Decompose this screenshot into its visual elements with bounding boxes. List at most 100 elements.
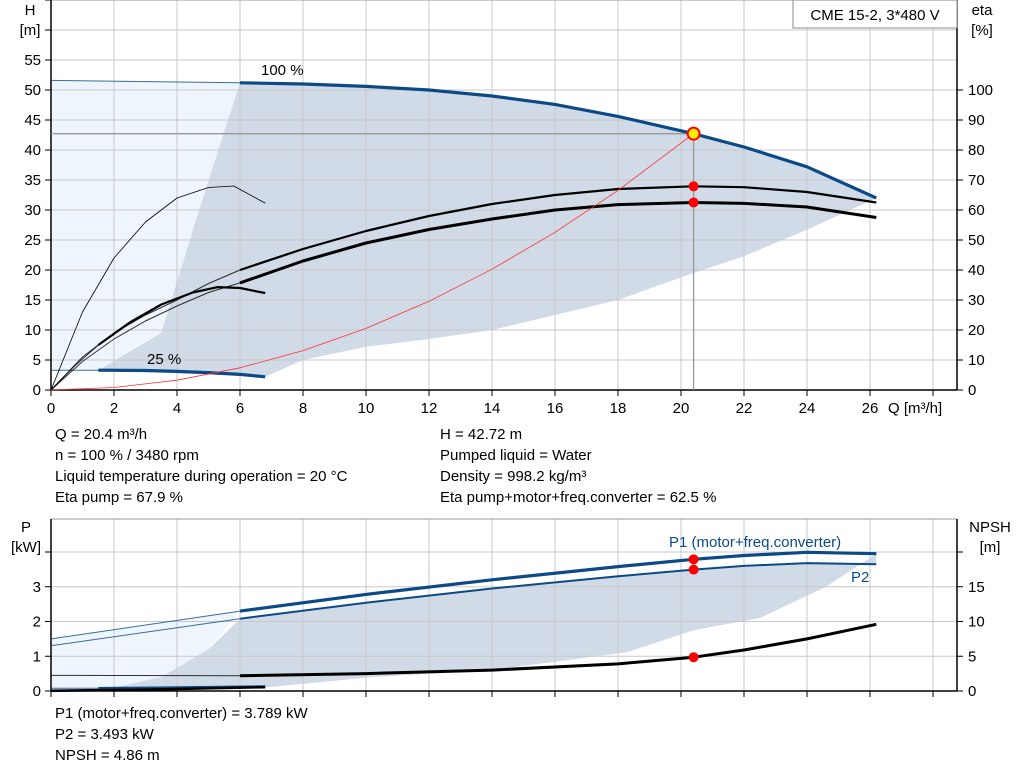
- info-temperature: Liquid temperature during operation = 20…: [55, 468, 348, 485]
- p1-curve-extension: [50, 610, 241, 640]
- x-tick-label: 0: [47, 400, 55, 417]
- y-label-p: P: [21, 519, 31, 536]
- operating-point-marker: [688, 181, 699, 192]
- y-tick-label-left: 0: [33, 683, 41, 700]
- p2-curve-extension: [50, 618, 241, 647]
- y-label-npsh-unit: [m]: [980, 539, 1001, 556]
- efficiency-curve: [239, 185, 877, 272]
- info-liquid: Pumped liquid = Water: [440, 447, 592, 464]
- y-tick-label-left: 15: [24, 292, 41, 309]
- y-tick-label-right: 15: [968, 579, 985, 596]
- y-tick-label-right: 30: [968, 292, 985, 309]
- efficiency-curve: [97, 286, 266, 346]
- x-label-q: Q [m³/h]: [888, 400, 942, 417]
- npsh-curve: [239, 622, 877, 678]
- x-tick-label: 4: [173, 400, 181, 417]
- operating-info-right: H = 42.72 m Pumped liquid = Water Densit…: [440, 424, 716, 508]
- y-tick-label-right: 100: [968, 82, 993, 99]
- efficiency-curve-extension: [50, 344, 99, 391]
- y-tick-label-right: 20: [968, 322, 985, 339]
- y-tick-label-right: 90: [968, 112, 985, 129]
- y-tick-label-right: 60: [968, 202, 985, 219]
- y-tick-label-left: 0: [33, 382, 41, 399]
- x-tick-label: 18: [610, 400, 627, 417]
- y-tick-label-right: 50: [968, 232, 985, 249]
- info-density: Density = 998.2 kg/m³: [440, 468, 587, 485]
- head-curve-extension: [50, 79, 241, 84]
- y-tick-label-left: 30: [24, 202, 41, 219]
- power-npsh-chart: 0 1 2 3 0 5 10 15: [33, 518, 985, 700]
- y-tick-label-left: 1: [33, 648, 41, 665]
- efficiency-curve-thin: [50, 185, 266, 391]
- y-tick-label-left: 5: [33, 352, 41, 369]
- operating-info-left: Q = 20.4 m³/h n = 100 % / 3480 rpm Liqui…: [55, 424, 347, 508]
- chart-title: CME 15-2, 3*480 V: [810, 7, 939, 24]
- x-tick-label: 20: [673, 400, 690, 417]
- operating-point-marker: [688, 554, 699, 565]
- operating-point-marker: [688, 197, 699, 208]
- info-head: H = 42.72 m: [440, 426, 523, 443]
- y-tick-label-left: 3: [33, 579, 41, 596]
- x-tick-label: 10: [358, 400, 375, 417]
- y-tick-label-left: 10: [24, 322, 41, 339]
- system-curve: [50, 133, 694, 391]
- y-tick-label-left: 35: [24, 172, 41, 189]
- series-label-p2: P2: [851, 569, 869, 586]
- x-tick-label: 26: [862, 400, 879, 417]
- p1-curve: [239, 550, 877, 613]
- y-tick-label-left: 55: [24, 52, 41, 69]
- y-tick-label-right: 0: [968, 683, 976, 700]
- x-tick-label: 12: [421, 400, 438, 417]
- operating-point-marker: [688, 652, 699, 663]
- y-label-eta-unit: [%]: [971, 22, 993, 39]
- y-label-p-unit: [kW]: [11, 539, 41, 556]
- x-tick-label: 14: [484, 400, 501, 417]
- y-tick-label-left: 25: [24, 232, 41, 249]
- info-npsh: NPSH = 4.86 m: [55, 747, 160, 764]
- y-tick-label-right: 70: [968, 172, 985, 189]
- efficiency-curve-extension: [50, 282, 241, 391]
- info-eta-pump: Eta pump = 67.9 %: [55, 489, 183, 506]
- info-eta-total: Eta pump+motor+freq.converter = 62.5 %: [440, 489, 717, 506]
- efficiency-curve-extension: [50, 269, 241, 391]
- x-tick-label: 8: [299, 400, 307, 417]
- series-label-p1: P1 (motor+freq.converter): [669, 534, 841, 551]
- label-100-percent: 100 %: [261, 62, 304, 79]
- y-label-npsh: NPSH: [969, 519, 1011, 536]
- title-box: [792, 0, 958, 29]
- y-tick-label-left: 50: [24, 82, 41, 99]
- power-info: P1 (motor+freq.converter) = 3.789 kW P2 …: [55, 703, 308, 766]
- y-label-eta: eta: [972, 2, 994, 19]
- shaded-area-operating-range: [98, 82, 877, 377]
- y-tick-label-left: 40: [24, 142, 41, 159]
- x-tick-label: 6: [236, 400, 244, 417]
- y-tick-label-right: 10: [968, 614, 985, 631]
- y-tick-label-left: 20: [24, 262, 41, 279]
- y-tick-label-right: 10: [968, 352, 985, 369]
- p2-curve: [239, 562, 877, 620]
- label-25-percent: 25 %: [147, 351, 181, 368]
- shaded-area-light: [51, 611, 240, 691]
- y-label-h: H: [25, 2, 36, 19]
- head-efficiency-chart: 0 2 4 6 8 10 12 14 16 18 20 22 24 2605101520253035404…: [24, 0, 993, 417]
- info-speed: n = 100 % / 3480 rpm: [55, 447, 199, 464]
- x-tick-label: 2: [110, 400, 118, 417]
- head-curve: [239, 81, 877, 200]
- x-tick-label: 22: [736, 400, 753, 417]
- info-flow: Q = 20.4 m³/h: [55, 426, 148, 443]
- info-p2: P2 = 3.493 kW: [55, 726, 154, 743]
- y-tick-label-right: 0: [968, 382, 976, 399]
- x-tick-label: 24: [799, 400, 816, 417]
- p2-min-speed-curve: [50, 685, 266, 692]
- y-label-h-unit: [m]: [20, 22, 41, 39]
- info-p1: P1 (motor+freq.converter) = 3.789 kW: [55, 705, 308, 722]
- head-curve: [98, 368, 266, 379]
- efficiency-curve: [239, 201, 877, 285]
- x-tick-label: 16: [547, 400, 564, 417]
- y-tick-label-left: 2: [33, 614, 41, 631]
- y-tick-label-right: 80: [968, 142, 985, 159]
- y-tick-label-right: 40: [968, 262, 985, 279]
- y-tick-label-left: 45: [24, 112, 41, 129]
- y-tick-label-right: 5: [968, 648, 976, 665]
